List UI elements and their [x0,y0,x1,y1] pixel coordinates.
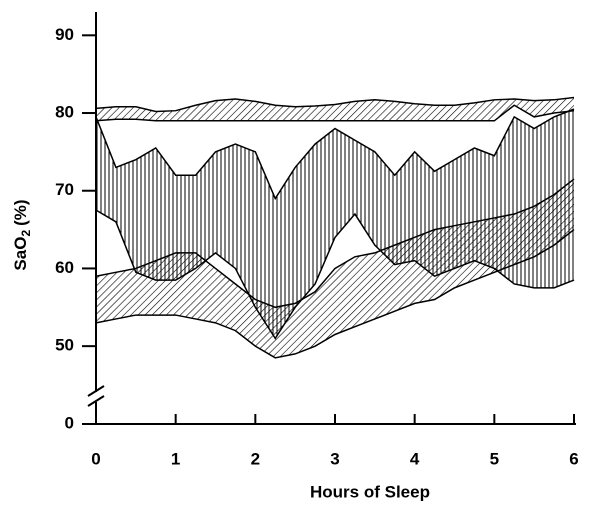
band-lower [95,104,575,122]
y-tick-label: 80 [55,103,74,122]
x-tick-label: 2 [251,449,260,468]
plot-area [95,96,575,359]
y-tick-label: 90 [55,25,74,44]
band-fill [96,109,574,339]
axis-break [87,385,105,407]
x-tick-label: 4 [410,449,420,468]
x-tick-label: 1 [171,449,180,468]
y-tick-label: 50 [55,336,74,355]
band-fill [96,97,574,121]
x-axis-title: Hours of Sleep [310,482,430,501]
y-axis-title: SaO2 (%) [11,199,33,270]
y-label-main: SaO [11,237,30,271]
band-lower [95,228,575,359]
band-upper [95,178,575,309]
y-label-sub: 2 [19,230,33,237]
y-tick-label: 60 [55,258,74,277]
x-tick-label: 0 [91,449,100,468]
band-upper [95,96,575,113]
band-upper [95,108,575,201]
x-tick-label: 6 [569,449,578,468]
y-label-unit: (%) [11,199,30,225]
y-tick-label: 70 [55,180,74,199]
x-tick-label: 5 [490,449,499,468]
x-tick-label: 3 [330,449,339,468]
y-tick-label: 0 [65,413,74,432]
